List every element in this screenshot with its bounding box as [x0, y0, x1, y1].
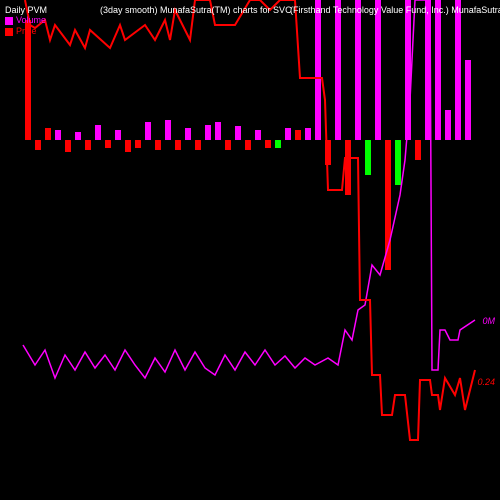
bar: [185, 128, 191, 140]
bar: [245, 140, 251, 150]
bar: [235, 126, 241, 140]
bar: [105, 140, 111, 148]
bar: [25, 20, 31, 140]
bar: [115, 130, 121, 140]
legend-volume-box: [5, 17, 13, 25]
bar: [315, 0, 321, 140]
legend-volume-label: Volume: [16, 15, 46, 25]
bar: [305, 128, 311, 140]
bar: [65, 140, 71, 152]
bar: [455, 0, 461, 140]
bar: [165, 120, 171, 140]
bar: [435, 0, 441, 140]
bar: [335, 0, 341, 140]
bar: [345, 140, 351, 195]
bar: [395, 140, 401, 185]
bar: [145, 122, 151, 140]
bar: [385, 140, 391, 270]
bar: [125, 140, 131, 152]
bar: [215, 122, 221, 140]
bar: [265, 140, 271, 148]
bar: [195, 140, 201, 150]
header-center: (3day smooth) MunafaSutra(TM) charts for…: [100, 5, 292, 15]
chart-container: Daily PVM (3day smooth) MunafaSutra(TM) …: [0, 0, 500, 500]
bar: [355, 0, 361, 140]
legend-price-box: [5, 28, 13, 36]
bar: [95, 125, 101, 140]
bar: [255, 130, 261, 140]
bar: [225, 140, 231, 150]
bar: [285, 128, 291, 140]
bar: [175, 140, 181, 150]
header-right: (Firsthand Technology Value Fund, Inc.) …: [290, 5, 500, 15]
bar: [295, 130, 301, 140]
bar: [35, 140, 41, 150]
bar: [415, 140, 421, 160]
bar: [365, 140, 371, 175]
bar: [445, 110, 451, 140]
axis-price-label: 0.24: [477, 377, 495, 387]
bar: [75, 132, 81, 140]
legend-price-label: Price: [16, 26, 37, 36]
chart-svg: [0, 0, 500, 500]
bar: [85, 140, 91, 150]
bar: [155, 140, 161, 150]
bar: [135, 140, 141, 148]
bar: [45, 128, 51, 140]
bar: [465, 60, 471, 140]
bar: [205, 125, 211, 140]
bar: [375, 0, 381, 140]
bar: [55, 130, 61, 140]
axis-volume-label: 0M: [482, 316, 495, 326]
bar: [275, 140, 281, 148]
header-left: Daily PVM: [5, 5, 47, 15]
